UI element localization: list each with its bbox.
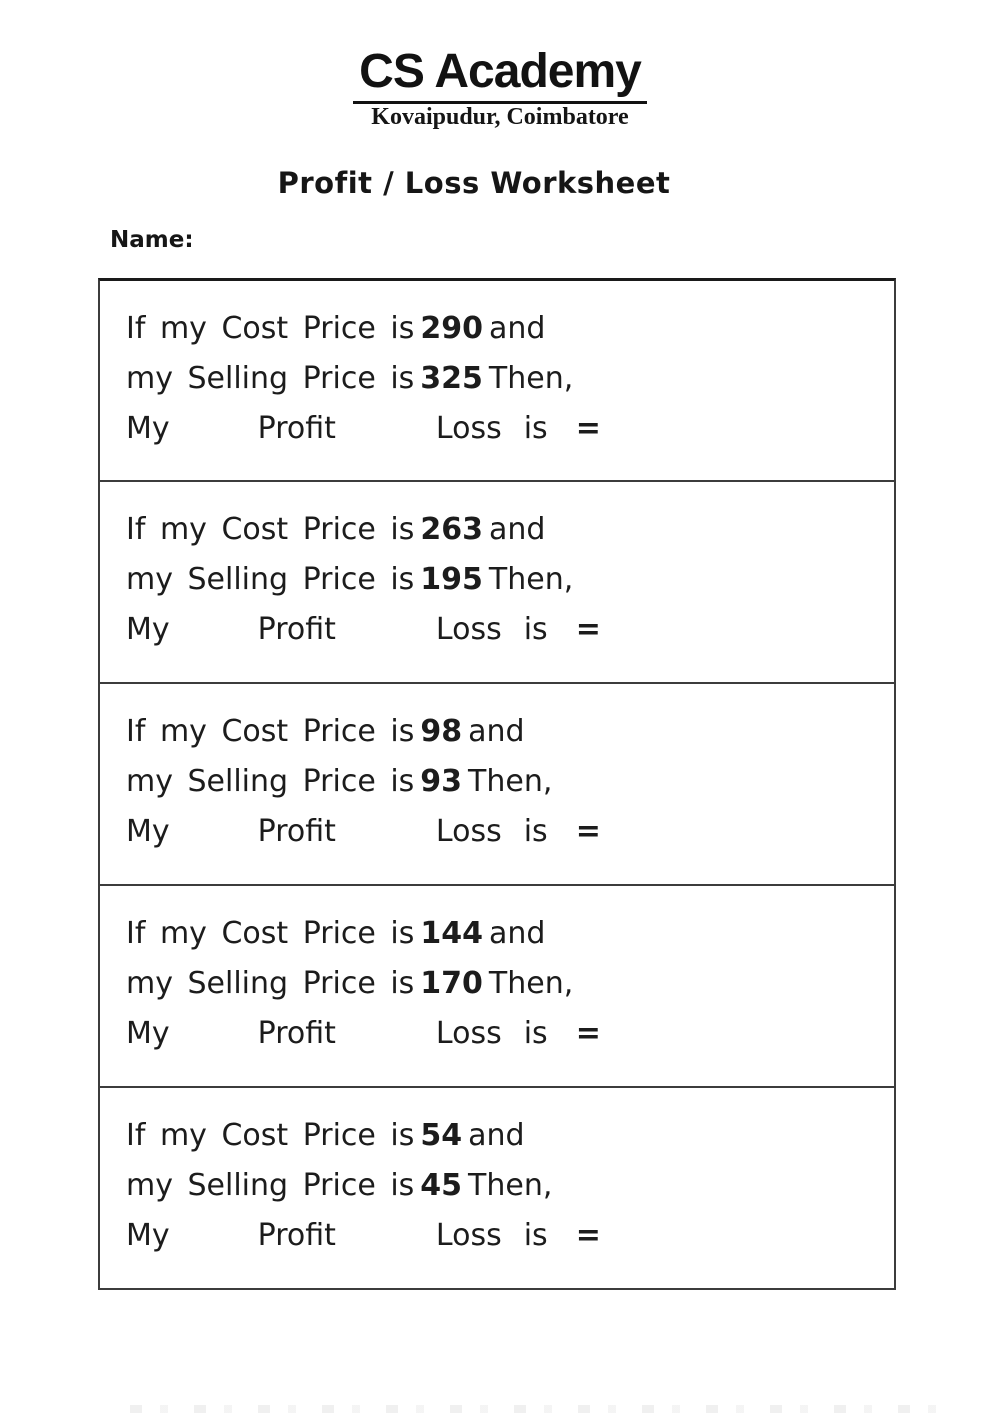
equals-sign: = [575, 612, 601, 648]
word-my: My [126, 612, 170, 648]
selling-price-line: my Selling Price is 170 Then, [126, 959, 894, 1009]
cost-price-text: If my Cost Price is [126, 714, 415, 750]
cost-price-line: If my Cost Price is 290 and [126, 304, 894, 354]
answer-line: My Profit Loss is = [126, 1009, 894, 1059]
selling-price-value: 93 [420, 764, 463, 800]
equals-sign: = [575, 411, 601, 447]
cost-price-value: 290 [420, 311, 483, 347]
cost-price-value: 98 [420, 714, 463, 750]
word-loss: Loss [435, 612, 502, 648]
selling-price-value: 325 [420, 361, 483, 397]
answer-line: My Profit Loss is = [126, 1211, 894, 1261]
line1-suffix: and [468, 714, 525, 750]
line2-suffix: Then, [488, 361, 574, 397]
academy-location: Kovaipudur, Coimbatore [371, 104, 629, 130]
answer-line: My Profit Loss is = [126, 807, 894, 857]
line1-suffix: and [489, 512, 546, 548]
cost-price-value: 54 [420, 1118, 463, 1154]
line1-suffix: and [468, 1118, 525, 1154]
answer-line: My Profit Loss is = [126, 605, 894, 655]
word-loss: Loss [435, 814, 502, 850]
selling-price-line: my Selling Price is 45 Then, [126, 1161, 894, 1211]
selling-price-value: 170 [420, 966, 483, 1002]
problem-card-5: If my Cost Price is 54 and my Selling Pric… [98, 1086, 896, 1291]
word-profit: Profit [257, 612, 336, 648]
cost-price-line: If my Cost Price is 98 and [126, 707, 894, 757]
name-label: Name: [110, 227, 194, 254]
problem-card-1: If my Cost Price is 290 and my Selling Pri… [98, 278, 896, 483]
word-loss: Loss [435, 1016, 502, 1052]
brand-header: CS Academy Kovaipudur, Coimbatore [0, 0, 1000, 130]
word-my: My [126, 411, 170, 447]
answer-line: My Profit Loss is = [126, 404, 894, 454]
cost-price-value: 144 [420, 916, 483, 952]
selling-price-value: 195 [420, 562, 483, 598]
worksheet-title: Profit / Loss Worksheet [277, 166, 671, 201]
problem-card-3: If my Cost Price is 98 and my Selling Pric… [98, 682, 896, 887]
word-profit: Profit [257, 1016, 336, 1052]
selling-price-line: my Selling Price is 325 Then, [126, 354, 894, 404]
cost-price-line: If my Cost Price is 144 and [126, 909, 894, 959]
word-loss: Loss [435, 1218, 502, 1254]
selling-price-text: my Selling Price is [126, 1168, 415, 1204]
cost-price-line: If my Cost Price is 54 and [126, 1111, 894, 1161]
problem-card-4: If my Cost Price is 144 and my Selling Pri… [98, 884, 896, 1089]
word-is: is [523, 814, 548, 850]
selling-price-line: my Selling Price is 195 Then, [126, 555, 894, 605]
word-is: is [523, 1016, 548, 1052]
cost-price-text: If my Cost Price is [126, 512, 415, 548]
cost-price-text: If my Cost Price is [126, 916, 415, 952]
cutoff-content-remnant [130, 1405, 945, 1413]
cost-price-value: 263 [420, 512, 483, 548]
cost-price-text: If my Cost Price is [126, 311, 415, 347]
word-my: My [126, 814, 170, 850]
selling-price-value: 45 [420, 1168, 463, 1204]
problem-card-2: If my Cost Price is 263 and my Selling Pri… [98, 480, 896, 685]
selling-price-text: my Selling Price is [126, 966, 415, 1002]
line1-suffix: and [489, 311, 546, 347]
equals-sign: = [575, 814, 601, 850]
cost-price-text: If my Cost Price is [126, 1118, 415, 1154]
word-loss: Loss [435, 411, 502, 447]
problem-list: If my Cost Price is 290 and my Selling Pri… [98, 278, 896, 1291]
word-is: is [523, 1218, 548, 1254]
academy-logo-text: CS Academy [353, 48, 647, 104]
word-profit: Profit [257, 411, 336, 447]
selling-price-text: my Selling Price is [126, 361, 415, 397]
selling-price-text: my Selling Price is [126, 562, 415, 598]
line2-suffix: Then, [488, 562, 574, 598]
line2-suffix: Then, [488, 966, 574, 1002]
word-is: is [523, 612, 548, 648]
selling-price-text: my Selling Price is [126, 764, 415, 800]
word-my: My [126, 1218, 170, 1254]
word-my: My [126, 1016, 170, 1052]
word-is: is [523, 411, 548, 447]
equals-sign: = [575, 1016, 601, 1052]
selling-price-line: my Selling Price is 93 Then, [126, 757, 894, 807]
line1-suffix: and [489, 916, 546, 952]
cost-price-line: If my Cost Price is 263 and [126, 505, 894, 555]
word-profit: Profit [257, 1218, 336, 1254]
line2-suffix: Then, [468, 1168, 553, 1204]
word-profit: Profit [257, 814, 336, 850]
line2-suffix: Then, [468, 764, 553, 800]
equals-sign: = [575, 1218, 601, 1254]
